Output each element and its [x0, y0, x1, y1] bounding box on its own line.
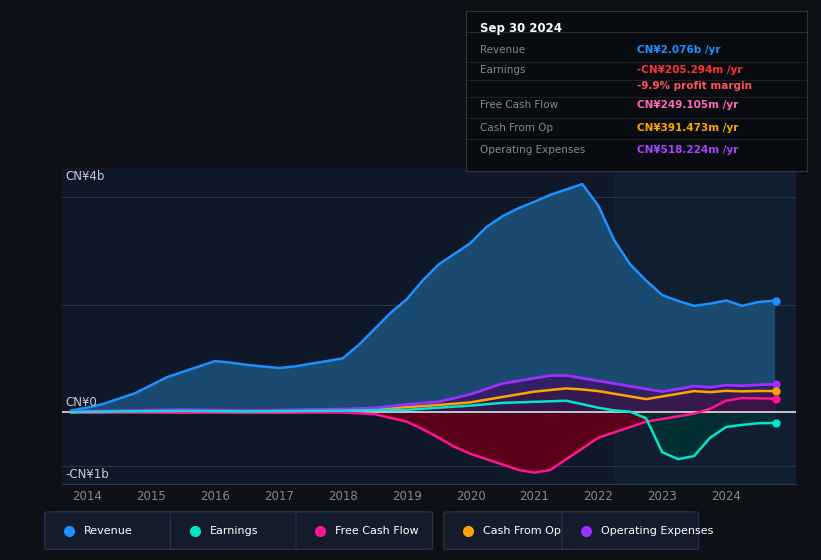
Text: Operating Expenses: Operating Expenses	[480, 145, 585, 155]
Text: Earnings: Earnings	[480, 66, 525, 75]
FancyBboxPatch shape	[296, 512, 433, 549]
Text: Revenue: Revenue	[480, 44, 525, 54]
Text: Cash From Op: Cash From Op	[483, 526, 561, 535]
FancyBboxPatch shape	[562, 512, 699, 549]
Text: CN¥518.224m /yr: CN¥518.224m /yr	[637, 145, 738, 155]
FancyBboxPatch shape	[45, 512, 181, 549]
FancyBboxPatch shape	[444, 512, 580, 549]
Text: Free Cash Flow: Free Cash Flow	[335, 526, 419, 535]
Text: Operating Expenses: Operating Expenses	[601, 526, 713, 535]
Text: Cash From Op: Cash From Op	[480, 123, 553, 133]
Text: Revenue: Revenue	[84, 526, 133, 535]
FancyBboxPatch shape	[171, 512, 307, 549]
Text: -CN¥205.294m /yr: -CN¥205.294m /yr	[637, 66, 742, 75]
Text: Sep 30 2024: Sep 30 2024	[480, 22, 562, 35]
Text: CN¥2.076b /yr: CN¥2.076b /yr	[637, 44, 720, 54]
Text: CN¥4b: CN¥4b	[66, 170, 105, 184]
Text: Free Cash Flow: Free Cash Flow	[480, 100, 558, 110]
Text: CN¥391.473m /yr: CN¥391.473m /yr	[637, 123, 738, 133]
Text: -CN¥1b: -CN¥1b	[66, 468, 109, 482]
Text: CN¥0: CN¥0	[66, 396, 98, 409]
Text: CN¥249.105m /yr: CN¥249.105m /yr	[637, 100, 738, 110]
Bar	[614, 168, 796, 484]
Text: Earnings: Earnings	[209, 526, 258, 535]
Text: -9.9% profit margin: -9.9% profit margin	[637, 81, 752, 91]
